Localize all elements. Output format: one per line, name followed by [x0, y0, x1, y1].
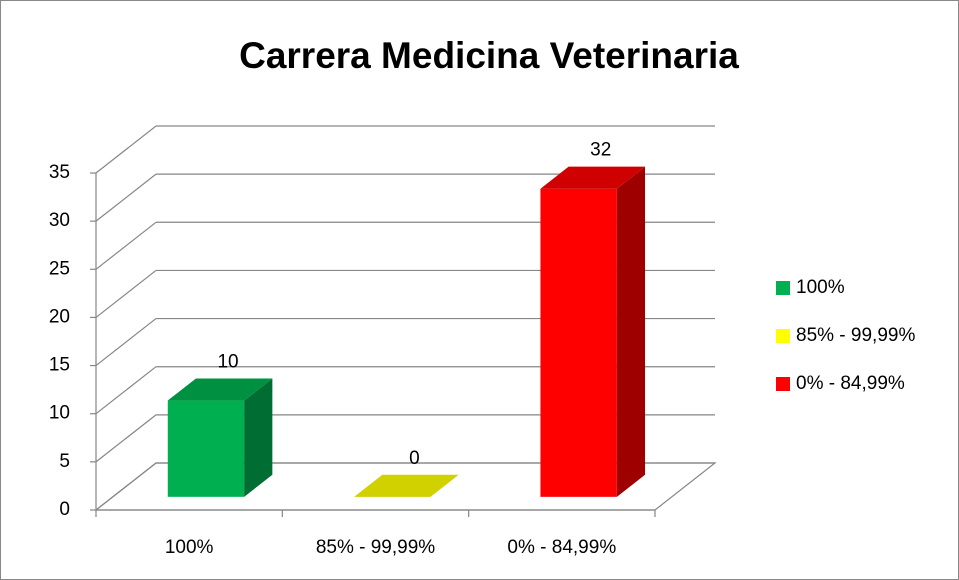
y-tick-label: 0: [59, 499, 70, 520]
bar-top: [540, 166, 646, 189]
legend-swatch: [776, 281, 790, 295]
y-tick-label: 10: [49, 403, 70, 424]
bar-front: [540, 188, 617, 497]
y-tick-label: 30: [49, 210, 70, 231]
bar-side: [244, 378, 273, 497]
legend-label: 85% - 99,99%: [796, 325, 915, 346]
side-grid-line: [95, 125, 157, 174]
y-tick-label: 5: [59, 451, 70, 472]
bar-top: [354, 474, 459, 497]
x-tick-label: 85% - 99,99%: [316, 537, 435, 558]
legend-swatch: [776, 329, 790, 343]
legend-swatch: [776, 377, 790, 391]
x-tick-label: 0% - 84,99%: [507, 537, 616, 558]
side-grid-line: [95, 173, 157, 222]
data-label: 10: [217, 351, 238, 372]
chart-title: Carrera Medicina Veterinaria: [239, 35, 739, 76]
bar-top: [167, 378, 273, 401]
y-tick-label: 35: [49, 162, 70, 183]
side-grid-line: [95, 269, 157, 318]
x-tick-label: 100%: [165, 537, 214, 558]
legend-label: 0% - 84,99%: [796, 373, 905, 394]
data-label: 32: [590, 140, 611, 161]
y-tick-label: 20: [49, 306, 70, 327]
legend-label: 100%: [796, 277, 845, 298]
data-label: 0: [409, 448, 420, 469]
side-grid-line: [95, 318, 157, 367]
bar-side: [616, 166, 646, 497]
side-grid-line: [95, 366, 157, 415]
y-tick-label: 25: [49, 258, 70, 279]
y-tick-label: 15: [49, 355, 70, 376]
side-grid-line: [95, 462, 157, 511]
side-grid-line: [95, 221, 157, 270]
side-grid-line: [95, 414, 157, 463]
bar-front: [167, 400, 245, 497]
